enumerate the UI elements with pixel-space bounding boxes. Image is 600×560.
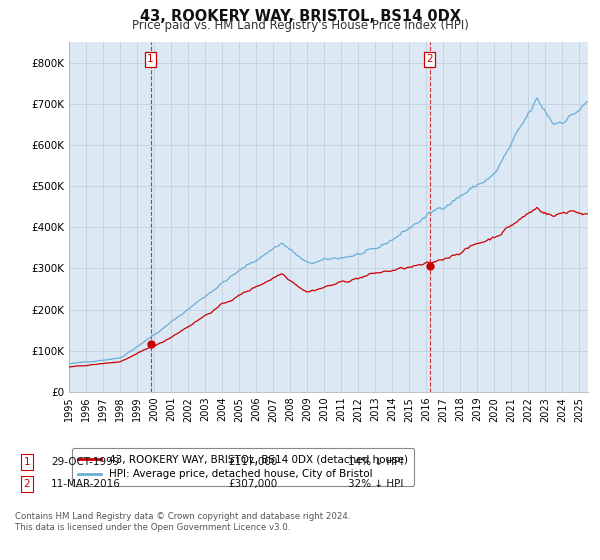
Text: Price paid vs. HM Land Registry's House Price Index (HPI): Price paid vs. HM Land Registry's House …: [131, 19, 469, 32]
Text: 29-OCT-1999: 29-OCT-1999: [51, 457, 119, 467]
Text: 43, ROOKERY WAY, BRISTOL, BS14 0DX: 43, ROOKERY WAY, BRISTOL, BS14 0DX: [139, 9, 461, 24]
Text: £307,000: £307,000: [228, 479, 277, 489]
Text: 32% ↓ HPI: 32% ↓ HPI: [348, 479, 403, 489]
Text: Contains HM Land Registry data © Crown copyright and database right 2024.
This d: Contains HM Land Registry data © Crown c…: [15, 512, 350, 532]
Text: 14% ↓ HPI: 14% ↓ HPI: [348, 457, 403, 467]
Text: 11-MAR-2016: 11-MAR-2016: [51, 479, 121, 489]
Text: 2: 2: [23, 479, 31, 489]
Text: 1: 1: [23, 457, 31, 467]
Text: £117,000: £117,000: [228, 457, 277, 467]
Text: 1: 1: [147, 54, 154, 64]
Text: 2: 2: [426, 54, 433, 64]
Legend: 43, ROOKERY WAY, BRISTOL, BS14 0DX (detached house), HPI: Average price, detache: 43, ROOKERY WAY, BRISTOL, BS14 0DX (deta…: [71, 448, 415, 486]
